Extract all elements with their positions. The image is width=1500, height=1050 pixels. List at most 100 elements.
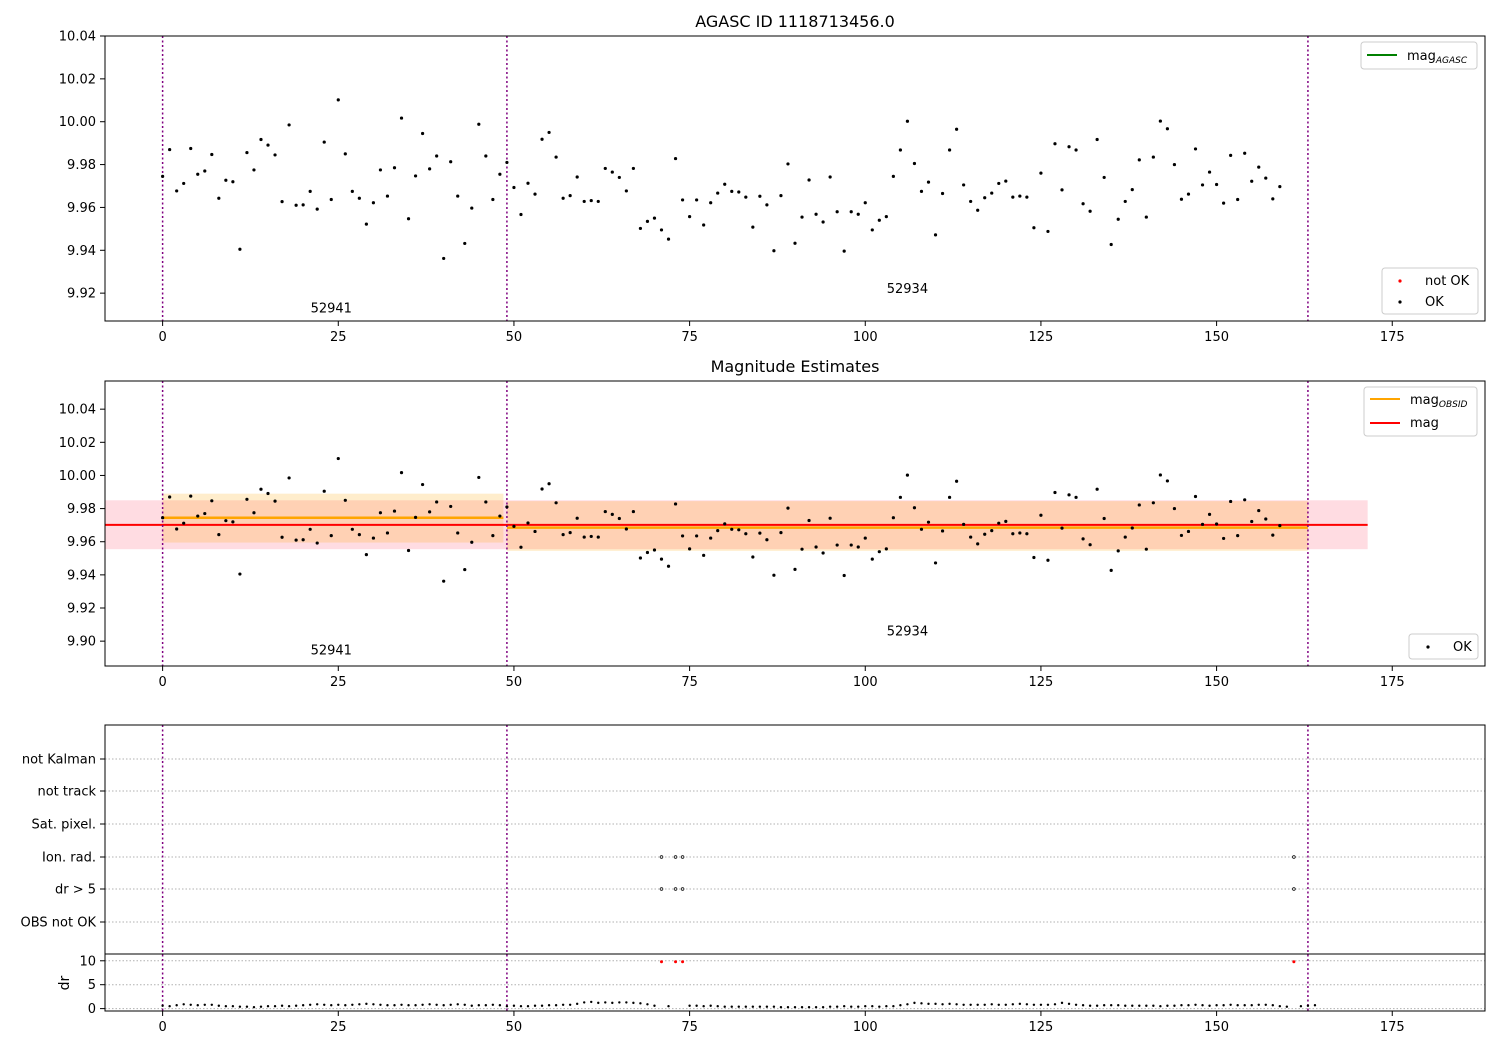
legend-box <box>1408 633 1479 660</box>
data-point <box>1172 162 1177 167</box>
data-point <box>1179 197 1184 201</box>
data-point <box>406 548 411 553</box>
legend-box <box>1360 41 1478 70</box>
flag-row-label: Sat. pixel. <box>32 818 96 833</box>
dr-point <box>1138 1004 1141 1007</box>
dr-point <box>1074 1003 1078 1006</box>
dr-point <box>477 1004 481 1007</box>
data-point <box>1158 473 1162 477</box>
data-point <box>301 203 305 207</box>
data-point <box>744 532 748 536</box>
dr-point <box>941 1003 944 1006</box>
y-tick-label: 9.98 <box>67 158 96 173</box>
x-tick-label: 0 <box>158 330 166 345</box>
data-point <box>533 529 537 534</box>
dr-point <box>688 1004 691 1007</box>
data-point <box>484 500 488 504</box>
data-point <box>1123 535 1127 539</box>
data-point <box>751 555 755 559</box>
data-point <box>210 499 214 503</box>
data-point <box>610 170 614 174</box>
x-axis: 0 25 50 75 100 125 150 175 <box>158 321 1405 345</box>
dr-point <box>1187 1004 1190 1007</box>
flag-row-label: not track <box>37 785 96 800</box>
data-point <box>933 233 938 237</box>
data-point <box>723 522 727 526</box>
data-point <box>238 247 242 251</box>
data-point <box>645 219 650 223</box>
dr-point <box>526 1005 530 1008</box>
x-tick-label: 0 <box>158 675 166 690</box>
data-point <box>702 553 706 557</box>
obs-id-label: 52941 <box>311 301 352 316</box>
data-point <box>842 573 846 578</box>
dr-point <box>1088 1004 1092 1007</box>
data-point <box>631 509 635 514</box>
dr-point <box>737 1005 740 1008</box>
dr-point <box>463 1003 466 1006</box>
data-point <box>716 191 720 195</box>
data-point <box>912 506 917 510</box>
legend-ok-status: not OK OK <box>1381 267 1479 315</box>
data-point <box>617 516 621 521</box>
dr-point <box>189 1003 192 1006</box>
data-point <box>1158 119 1162 123</box>
dr-point <box>266 1005 270 1008</box>
y-tick-label: 9.98 <box>67 502 96 517</box>
panel-frame <box>104 724 1486 1012</box>
data-point <box>1271 197 1275 201</box>
data-point <box>1088 209 1092 213</box>
dr-point <box>618 1001 621 1004</box>
data-point <box>1207 170 1212 174</box>
data-point <box>245 150 249 155</box>
data-point <box>786 506 790 510</box>
dr-point <box>245 1005 249 1008</box>
dr-point <box>758 1005 762 1008</box>
dr-point <box>850 1005 853 1008</box>
data-point <box>990 529 994 533</box>
data-point <box>1193 147 1198 151</box>
dr-point <box>807 1005 811 1009</box>
x-tick-label: 25 <box>330 330 347 345</box>
data-point <box>926 520 931 524</box>
x-axis: 0 25 50 75 100 125 150 175 <box>158 666 1405 690</box>
data-point <box>800 547 804 551</box>
dr-point <box>1208 1004 1211 1007</box>
data-point <box>413 515 418 519</box>
data-point <box>765 203 769 207</box>
dr-point <box>308 1003 312 1006</box>
data-point <box>1200 522 1205 526</box>
panel-title: Magnitude Estimates <box>711 357 880 376</box>
data-point <box>758 194 762 198</box>
dr-point <box>969 1003 972 1006</box>
data-point <box>659 557 664 561</box>
data-point <box>976 542 980 546</box>
legend-marker-not-ok <box>1398 279 1402 283</box>
data-point <box>730 527 734 531</box>
dr-point <box>899 1004 902 1007</box>
data-point <box>990 191 994 195</box>
flag-point <box>680 887 685 891</box>
data-point <box>378 511 383 515</box>
data-point <box>294 538 298 542</box>
dr-point <box>990 1003 993 1006</box>
data-point <box>322 489 326 493</box>
dr-point <box>456 1003 459 1006</box>
dr-point <box>540 1004 544 1007</box>
data-point <box>856 212 860 216</box>
data-point <box>273 153 277 157</box>
data-point <box>399 471 404 475</box>
data-point <box>772 573 776 577</box>
data-point <box>505 160 509 165</box>
y-tick-label: 9.96 <box>67 201 96 216</box>
data-point <box>962 522 966 526</box>
data-point <box>1144 215 1148 219</box>
dr-point <box>505 1005 509 1008</box>
data-point <box>596 199 600 204</box>
dr-point <box>913 1001 916 1005</box>
dr-outlier-point <box>659 960 663 964</box>
data-point <box>568 531 572 535</box>
dr-point <box>1313 1004 1317 1007</box>
data-point <box>969 199 973 204</box>
dr-outlier-point <box>1292 960 1296 964</box>
